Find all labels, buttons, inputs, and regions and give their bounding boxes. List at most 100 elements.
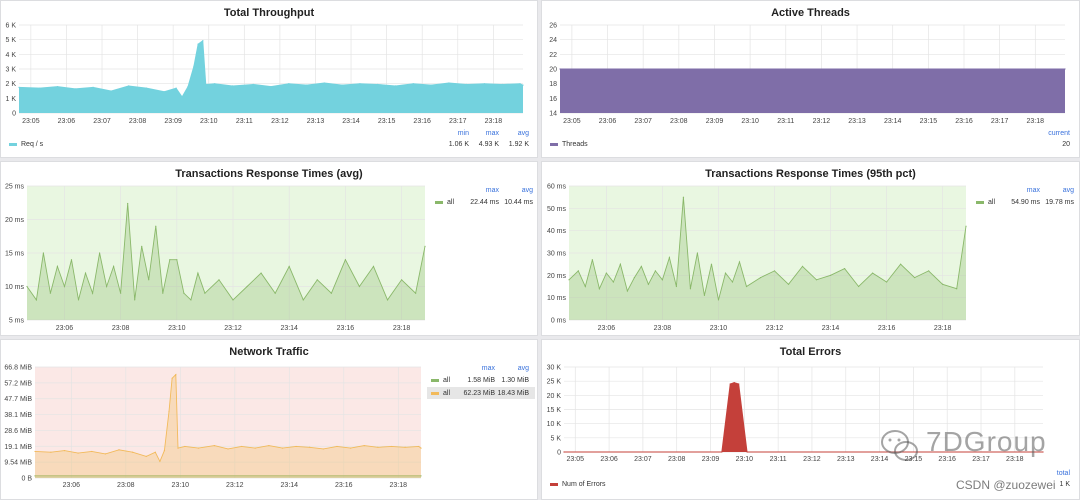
data-point (98, 252, 101, 254)
legend-series[interactable]: Req / s (9, 141, 43, 148)
data-point (168, 410, 170, 413)
data-point (177, 447, 179, 449)
legend-header-max[interactable]: max (485, 130, 499, 137)
data-point (205, 83, 207, 85)
panel-title[interactable]: Total Errors (779, 346, 842, 358)
x-tick-label: 23:12 (766, 325, 784, 332)
data-point (26, 285, 28, 288)
y-tick-label: 25 K (547, 379, 562, 386)
legend-value-avg: 10.44 ms (504, 199, 533, 206)
data-point (118, 449, 120, 451)
x-tick-label: 23:14 (342, 118, 360, 125)
x-tick-label: 23:07 (93, 118, 111, 125)
panel-title[interactable]: Active Threads (771, 7, 850, 19)
data-point (420, 447, 422, 449)
legend-swatch (435, 200, 443, 204)
data-point (214, 83, 216, 85)
data-point (202, 40, 204, 42)
data-point (155, 225, 157, 227)
legend-swatch (431, 378, 439, 382)
x-tick-label: 23:06 (63, 482, 81, 489)
data-point (519, 83, 521, 85)
resp-avg-chart: 5 ms 10 ms 15 ms 20 ms 25 ms 23:06 23:08 23:10 2… (5, 184, 426, 332)
legend-header-max[interactable]: max (485, 187, 499, 194)
data-point (336, 445, 338, 448)
legend-series[interactable]: Num of Errors (550, 481, 606, 488)
data-point (175, 374, 177, 376)
x-tick-label: 23:06 (600, 456, 618, 463)
legend-header-min[interactable]: min (457, 130, 469, 137)
wechat-icon (880, 426, 920, 466)
data-point (394, 85, 397, 87)
panel-title[interactable]: Transactions Response Times (95th pct) (705, 168, 916, 180)
x-tick-label: 23:06 (58, 118, 76, 125)
data-point (274, 292, 276, 294)
errors-panel: Total Errors 0 5 K 10 K 15 K 20 K 25 K 30 K 23:… (541, 339, 1080, 500)
resp-95-chart: 0 ms 10 ms 20 ms 30 ms 40 ms 50 ms 60 ms 23:06 2… (547, 184, 967, 332)
x-tick-label: 23:15 (905, 456, 923, 463)
data-point (568, 279, 570, 281)
data-point (668, 256, 671, 259)
data-point (241, 445, 243, 448)
x-tick-label: 23:16 (335, 482, 353, 489)
legend-series-name: all (447, 199, 455, 206)
legend-header-avg[interactable]: avg (517, 130, 529, 137)
x-tick-label: 23:18 (485, 118, 503, 125)
legend-value-max: 4.93 K (478, 141, 499, 148)
x-tick-label: 23:08 (654, 325, 672, 332)
legend-header-current[interactable]: current (1048, 130, 1070, 137)
x-tick-label: 23:10 (200, 118, 218, 125)
data-point (390, 445, 393, 448)
data-point (773, 270, 776, 272)
legend-header-max[interactable]: max (481, 365, 495, 372)
legend-series[interactable]: all (431, 390, 450, 397)
data-point (559, 68, 561, 70)
x-tick-label: 23:09 (702, 456, 720, 463)
legend-series-name: all (988, 199, 996, 206)
legend-series[interactable]: Threads (550, 141, 588, 148)
y-tick-label: 15 ms (5, 251, 25, 258)
plot-background (35, 367, 421, 478)
legend-header-avg[interactable]: avg (517, 365, 529, 372)
legend-header-avg[interactable]: avg (521, 187, 533, 194)
data-point (35, 299, 37, 301)
data-point (424, 245, 426, 247)
data-point (689, 288, 692, 290)
data-point (183, 292, 185, 294)
panel-title[interactable]: Total Throughput (223, 7, 315, 19)
legend-value-max: 54.90 ms (1011, 199, 1040, 206)
legend-series[interactable]: all (435, 199, 454, 206)
data-point (154, 451, 156, 453)
legend-swatch (976, 200, 984, 204)
legend-header-max[interactable]: max (1026, 187, 1040, 194)
legend-header-avg[interactable]: avg (1062, 187, 1074, 194)
data-point (886, 281, 888, 283)
data-point (633, 276, 635, 279)
legend-header-total[interactable]: total (1056, 470, 1070, 477)
data-point (696, 252, 699, 254)
data-point (260, 272, 262, 274)
data-point (110, 90, 112, 92)
data-point (18, 86, 20, 88)
x-tick-label: 23:13 (848, 118, 866, 125)
data-point (184, 445, 186, 448)
network-panel: Network Traffic 0 B 9.54 MiB 19.1 MiB 28.6 … (0, 339, 538, 500)
x-tick-label: 23:08 (670, 118, 688, 125)
series-line (26, 203, 426, 302)
y-tick-label: 0 B (21, 476, 32, 483)
resp-95-panel: Transactions Response Times (95th pct) 0… (541, 161, 1080, 336)
data-point (330, 292, 332, 294)
y-tick-label: 20 (549, 67, 557, 74)
panel-title[interactable]: Network Traffic (229, 346, 309, 358)
y-tick-label: 6 K (5, 23, 16, 30)
legend-series[interactable]: all (431, 377, 450, 384)
x-tick-label: 23:18 (934, 325, 952, 332)
y-tick-label: 14 (549, 111, 557, 118)
x-tick-label: 23:13 (307, 118, 325, 125)
data-point (815, 279, 818, 281)
legend-series[interactable]: all (976, 199, 995, 206)
data-point (176, 259, 178, 261)
throughput-chart: 0 1 K 2 K 3 K 4 K 5 K 6 K 23:05 23:06 23:07 23:08 2… (5, 23, 524, 125)
panel-title[interactable]: Transactions Response Times (avg) (175, 168, 363, 180)
data-point (305, 84, 308, 86)
